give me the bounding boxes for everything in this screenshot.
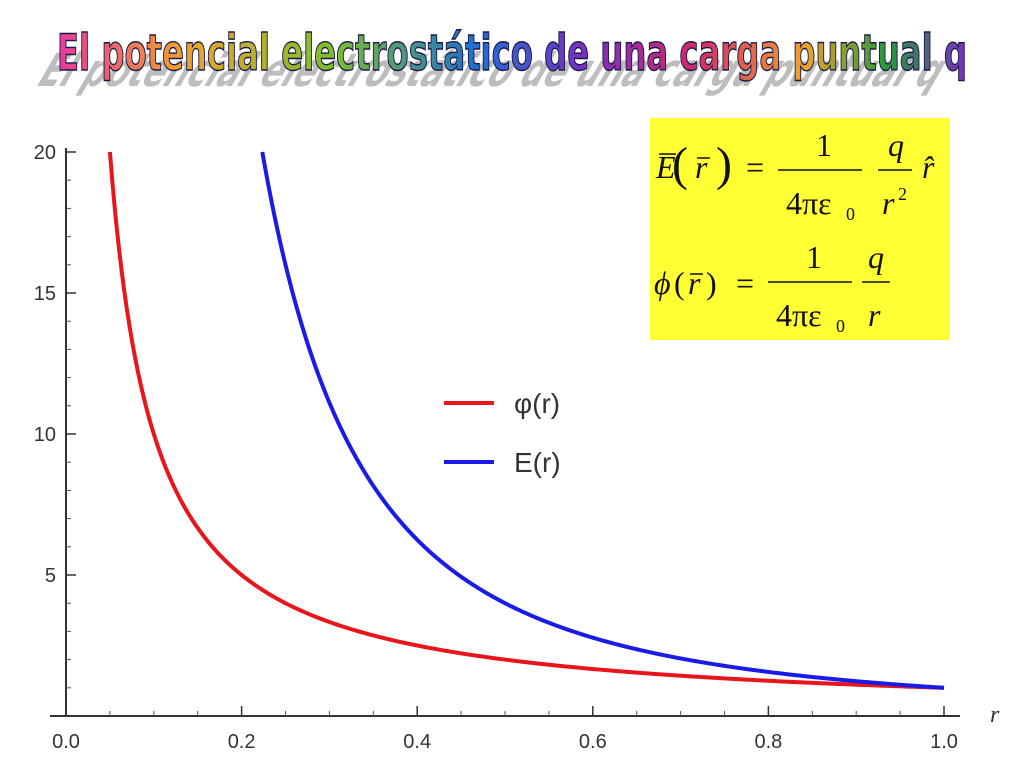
field-formula: E ( r ) = 1 4πε 0 q r 2 r̂ — [655, 127, 935, 224]
svg-text:r: r — [868, 297, 881, 333]
svg-text:r: r — [882, 185, 895, 221]
formula-box: E ( r ) = 1 4πε 0 q r 2 r̂ ϕ ( r ) = 1 4 — [650, 118, 950, 340]
svg-text:): ) — [716, 138, 732, 191]
potential-phi: ϕ — [654, 265, 671, 301]
potential-q: q — [868, 239, 884, 275]
svg-text:): ) — [706, 265, 717, 301]
title-shadow: El potencial electrostático de una carga… — [28, 43, 959, 97]
y-tick-label: 15 — [34, 283, 56, 305]
field-denominator: 4πε — [786, 185, 832, 221]
potential-one: 1 — [806, 239, 822, 275]
y-tick-label: 20 — [34, 142, 56, 164]
svg-text:(: ( — [672, 138, 688, 191]
series-line-phi — [107, 151, 945, 690]
legend: φ(r) E(r) — [444, 388, 561, 478]
x-tick-label: 1.0 — [930, 731, 958, 753]
field-E: E — [655, 149, 676, 185]
svg-text:0: 0 — [836, 316, 845, 336]
formula-svg: E ( r ) = 1 4πε 0 q r 2 r̂ ϕ ( r ) = 1 4 — [654, 127, 935, 336]
x-axis-label: r — [990, 702, 1000, 728]
y-ticks: 5 10 15 20 — [34, 142, 76, 689]
potential-formula: ϕ ( r ) = 1 4πε 0 q r — [654, 239, 890, 336]
title-text: El potencial electrostático de una carga… — [57, 24, 967, 82]
x-tick-label: 0.4 — [403, 731, 431, 753]
x-tick-label: 0.8 — [754, 731, 782, 753]
field-r: r — [695, 149, 708, 185]
x-tick-label: 0.6 — [579, 731, 607, 753]
series-layer — [107, 151, 945, 690]
field-rhat: r̂ — [922, 149, 935, 185]
svg-text:2: 2 — [898, 184, 907, 204]
y-tick-label: 5 — [45, 565, 56, 587]
field-equals: = — [746, 149, 764, 185]
x-tick-label: 0.0 — [52, 731, 80, 753]
series-line-e — [260, 151, 945, 690]
field-q: q — [888, 127, 904, 163]
y-tick-label: 10 — [34, 424, 56, 446]
x-tick-label: 0.2 — [228, 731, 256, 753]
potential-denominator: 4πε — [776, 297, 822, 333]
svg-text:(: ( — [674, 265, 685, 301]
field-one: 1 — [816, 127, 832, 163]
legend-label-phi: φ(r) — [514, 388, 560, 419]
potential-r: r — [688, 265, 701, 301]
x-ticks: 0.0 0.2 0.4 0.6 0.8 1.0 — [52, 706, 958, 753]
slide-title: El potencial electrostático de una carga… — [28, 23, 968, 97]
potential-equals: = — [736, 265, 754, 301]
legend-label-e: E(r) — [514, 447, 561, 478]
svg-text:0: 0 — [846, 204, 855, 224]
